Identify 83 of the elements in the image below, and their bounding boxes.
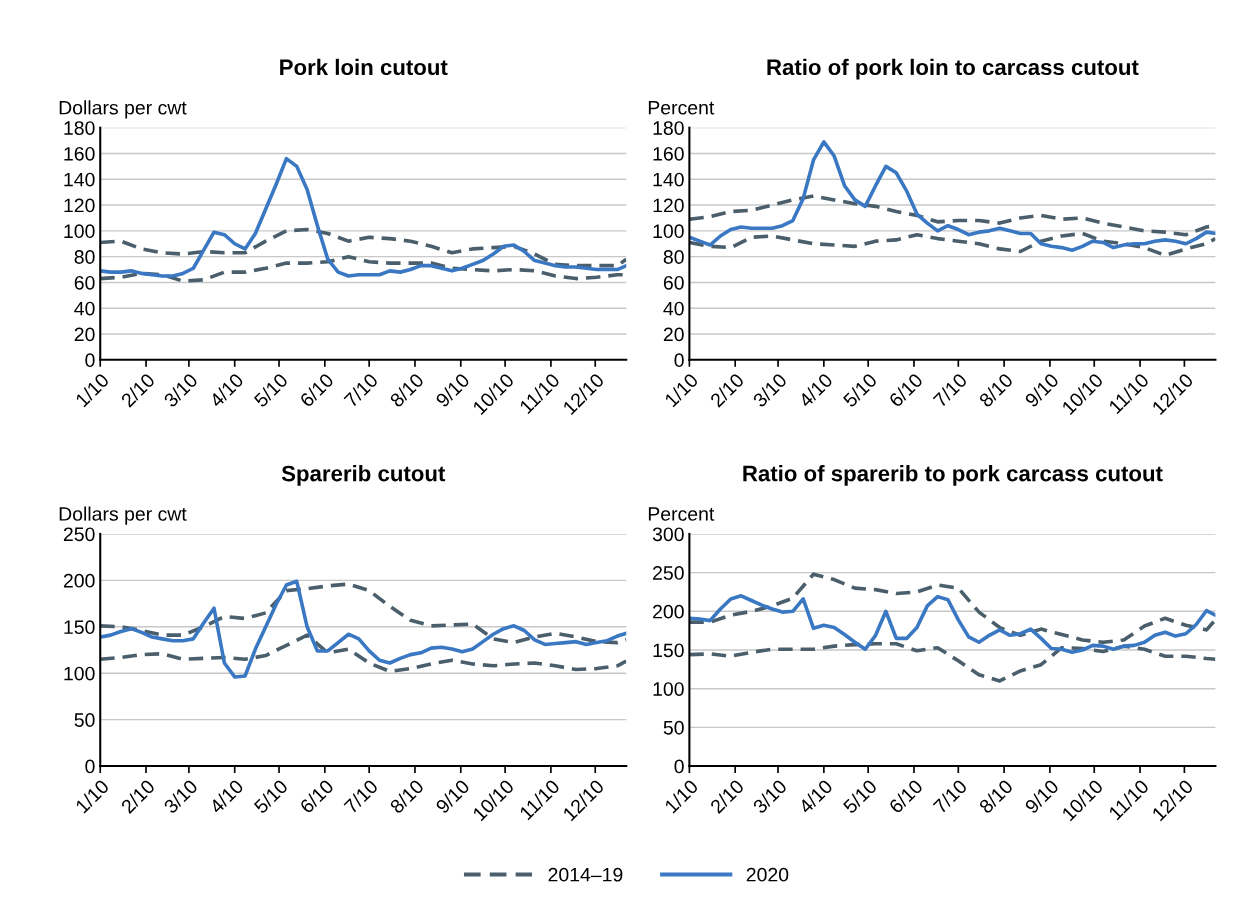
x-tick-label: 7/10 [932,372,968,408]
x-tick-label: 7/10 [343,778,379,815]
x-tick-label: 8/10 [388,372,425,408]
y-tick-label: 0 [674,759,684,774]
y-tick-label: 250 [653,566,684,580]
y-tick-label: 40 [74,301,95,316]
y-tick-label: 100 [64,224,95,239]
x-tick-label: 9/10 [1023,372,1060,408]
line-series [100,582,627,645]
legend-label: 2020 [746,867,789,882]
y-tick-label: 100 [653,224,684,239]
y-tick-label: 60 [663,275,684,290]
y-tick-label: 20 [663,327,684,342]
x-tick-label: 4/10 [797,372,834,409]
line-series [100,156,627,278]
x-tick-label: 6/10 [298,372,335,408]
y-tick-label: 200 [63,573,95,588]
line-series [689,140,1216,253]
y-tick-label: 150 [64,620,95,635]
y-tick-label: 120 [64,198,95,213]
y-tick-label: 100 [64,666,95,681]
y-tick-label: 160 [64,146,95,161]
line-series [689,572,1216,645]
y-tick-label: 150 [653,643,684,658]
y-tick-label: 80 [74,250,95,264]
x-tick-label: 8/10 [977,778,1014,815]
y-tick-label: 180 [653,121,684,135]
chart-title: Ratio of pork loin to carcass cutout [767,58,1139,80]
x-tick-label: 3/10 [751,372,788,408]
y-axis-title: Dollars per cwt [59,100,187,119]
y-tick-label: 200 [653,604,684,619]
y-tick-label: 140 [64,172,95,187]
line-series [100,633,627,674]
x-tick-label: 9/10 [434,372,471,408]
x-tick-label: 6/10 [887,372,924,408]
x-tick-label: 9/10 [1023,778,1060,815]
y-tick-label: 50 [663,720,684,735]
x-tick-label: 1/10 [74,372,110,408]
legend-label: 2014–19 [548,867,623,882]
chart-title: Pork loin cutout [280,58,448,76]
line-series [100,579,627,679]
y-tick-label: 180 [64,121,95,135]
x-tick-label: 5/10 [252,778,289,815]
y-axis-title: Percent [648,100,715,115]
chart-title: Sparerib cutout [281,465,446,486]
line-series [689,594,1216,655]
chart-title: Ratio of sparerib to pork carcass cutout [743,465,1163,486]
x-tick-label: 7/10 [343,372,379,408]
x-tick-label: 4/10 [208,778,245,815]
y-tick-label: 300 [652,527,684,542]
y-axis-title: Dollars per cwt [59,506,187,525]
y-tick-label: 50 [74,713,95,727]
y-tick-label: 0 [85,353,95,368]
line-series [689,231,1216,258]
y-tick-label: 80 [663,250,684,264]
y-tick-label: 0 [674,353,684,368]
line-series [689,642,1216,683]
y-tick-label: 250 [63,527,95,542]
y-tick-label: 140 [653,172,684,187]
x-tick-label: 3/10 [162,372,199,408]
y-tick-label: 60 [74,275,95,290]
x-tick-label: 3/10 [751,778,788,815]
x-tick-label: 4/10 [208,372,245,409]
y-tick-label: 40 [663,301,684,316]
x-tick-label: 5/10 [252,372,289,408]
x-tick-label: 3/10 [162,778,199,815]
x-tick-label: 5/10 [841,778,878,815]
y-axis-title: Percent [648,507,715,521]
x-tick-label: 7/10 [932,778,968,815]
x-tick-label: 1/10 [663,372,699,408]
x-tick-label: 6/10 [298,778,335,815]
y-tick-label: 100 [653,682,684,696]
x-tick-label: 6/10 [887,778,924,815]
x-tick-label: 5/10 [841,372,878,408]
y-tick-label: 160 [653,146,684,161]
line-series [100,227,627,268]
x-tick-label: 8/10 [388,778,425,815]
y-tick-label: 0 [85,759,95,774]
y-tick-label: 120 [653,198,684,213]
x-tick-label: 8/10 [977,372,1014,408]
x-tick-label: 9/10 [434,778,471,815]
y-tick-label: 20 [74,327,95,342]
x-tick-label: 4/10 [797,778,834,815]
